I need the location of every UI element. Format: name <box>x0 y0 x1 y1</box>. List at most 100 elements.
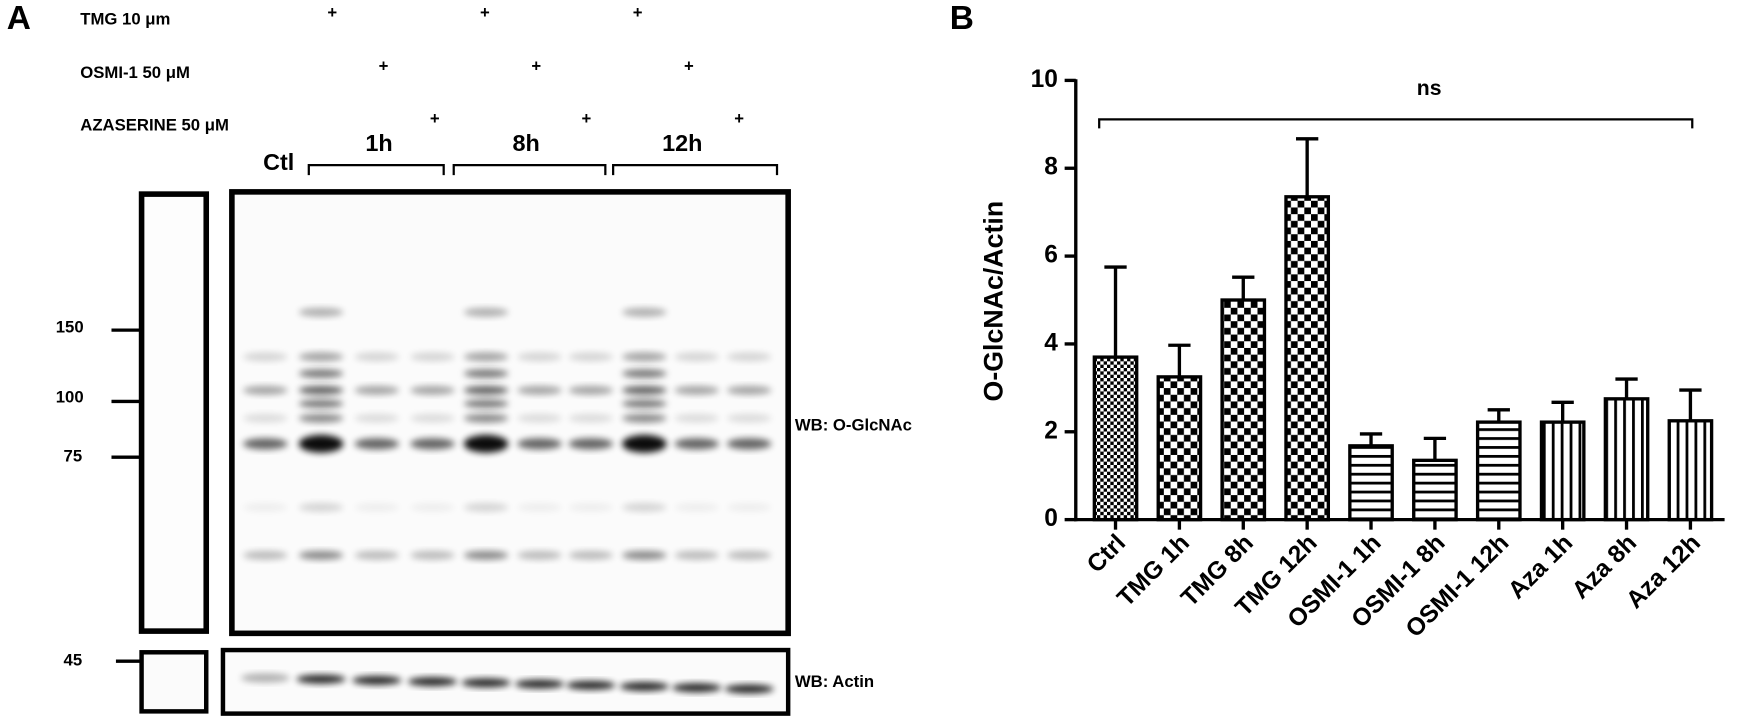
plus: + <box>581 109 591 128</box>
treatment-label: AZASERINE 50 μM <box>80 116 229 135</box>
lane-label: 8h <box>513 130 540 156</box>
y-tick-label: 4 <box>1044 329 1058 356</box>
actin-band <box>515 679 565 689</box>
blot-band <box>517 385 562 395</box>
blot-band <box>674 502 720 512</box>
blot-band <box>298 550 344 560</box>
blot-band <box>568 352 614 362</box>
blot-band <box>726 352 772 362</box>
blot-band <box>410 502 455 512</box>
bar <box>1348 444 1394 522</box>
plus: + <box>633 3 643 22</box>
blot-band <box>463 307 509 317</box>
blot-band <box>463 369 509 379</box>
blot-band <box>674 438 720 450</box>
blot-band <box>298 369 344 379</box>
blot-band <box>410 550 455 560</box>
blot-band <box>568 550 614 560</box>
blot-band <box>463 434 509 453</box>
blot-band <box>298 399 344 409</box>
plus: + <box>734 109 744 128</box>
blot-band <box>354 352 400 362</box>
plus: + <box>684 56 694 75</box>
marker-label: 45 <box>64 651 83 670</box>
treatment-label: TMG 10 μm <box>80 10 170 29</box>
blot-band <box>568 438 614 450</box>
blot-band <box>726 385 772 395</box>
blot-band <box>298 502 344 512</box>
blot-band <box>243 438 288 450</box>
blot-band <box>568 502 614 512</box>
x-tick-label: Ctrl <box>1082 529 1131 578</box>
blot-band <box>622 550 667 560</box>
bar <box>1092 355 1139 522</box>
annotation: ns <box>1417 77 1442 100</box>
panel-label: A <box>7 0 31 37</box>
blot-band <box>517 438 562 450</box>
actin-band <box>461 678 511 688</box>
blot-band <box>622 369 667 379</box>
y-tick-label: 8 <box>1044 154 1058 181</box>
y-axis-title: O-GlcNAc/Actin <box>979 201 1009 402</box>
y-tick-label: 6 <box>1044 242 1058 269</box>
actin-band <box>672 683 722 693</box>
blot-band <box>463 550 509 560</box>
blot-band <box>463 502 509 512</box>
y-tick-label: 10 <box>1031 66 1058 93</box>
blot-band <box>622 399 667 409</box>
blot-band <box>243 413 288 423</box>
blot-band <box>354 385 400 395</box>
marker-label: 100 <box>56 388 84 407</box>
blot-band <box>463 385 509 395</box>
bar <box>1220 298 1267 522</box>
blot-band <box>568 385 614 395</box>
significance-bracket <box>1098 118 1694 129</box>
blot-band <box>298 413 344 423</box>
actin-band <box>566 680 616 690</box>
blot-band <box>622 307 667 317</box>
lane-label: 1h <box>365 130 392 156</box>
blot-band <box>410 413 455 423</box>
marker-label: 75 <box>64 447 83 466</box>
y-tick-label: 0 <box>1044 505 1058 532</box>
blot-band <box>410 438 455 450</box>
plus: + <box>379 56 389 75</box>
bar <box>1412 458 1458 522</box>
blot-band <box>354 502 400 512</box>
blot-band <box>463 352 509 362</box>
blot-band <box>517 502 562 512</box>
blot-band <box>568 413 614 423</box>
panel-label: B <box>950 0 974 37</box>
blot-band <box>622 385 667 395</box>
actin-band <box>408 677 458 687</box>
blot-band <box>243 550 288 560</box>
blot-band <box>410 352 455 362</box>
blot-band <box>726 438 772 450</box>
marker-label: 150 <box>56 317 84 336</box>
blot-band <box>463 413 509 423</box>
treatment-label: OSMI-1 50 μM <box>80 63 190 82</box>
blot-band <box>298 385 344 395</box>
actin-band <box>352 675 402 685</box>
blot-label: WB: Actin <box>795 672 874 691</box>
lane-label: 12h <box>662 130 702 156</box>
bar <box>1539 420 1586 522</box>
actin-band <box>296 674 346 684</box>
actin-band <box>724 684 774 694</box>
bar <box>1667 419 1714 522</box>
plus: + <box>480 3 490 22</box>
marker-ticks <box>111 328 142 663</box>
blot-band <box>517 352 562 362</box>
blot-band <box>517 413 562 423</box>
blot-band <box>463 399 509 409</box>
blot-band <box>298 307 344 317</box>
blot-band <box>674 550 720 560</box>
plus: + <box>430 109 440 128</box>
plus: + <box>327 3 337 22</box>
blot-band <box>243 385 288 395</box>
blot-band <box>354 550 400 560</box>
actin-band <box>240 673 290 683</box>
blot-band <box>674 385 720 395</box>
